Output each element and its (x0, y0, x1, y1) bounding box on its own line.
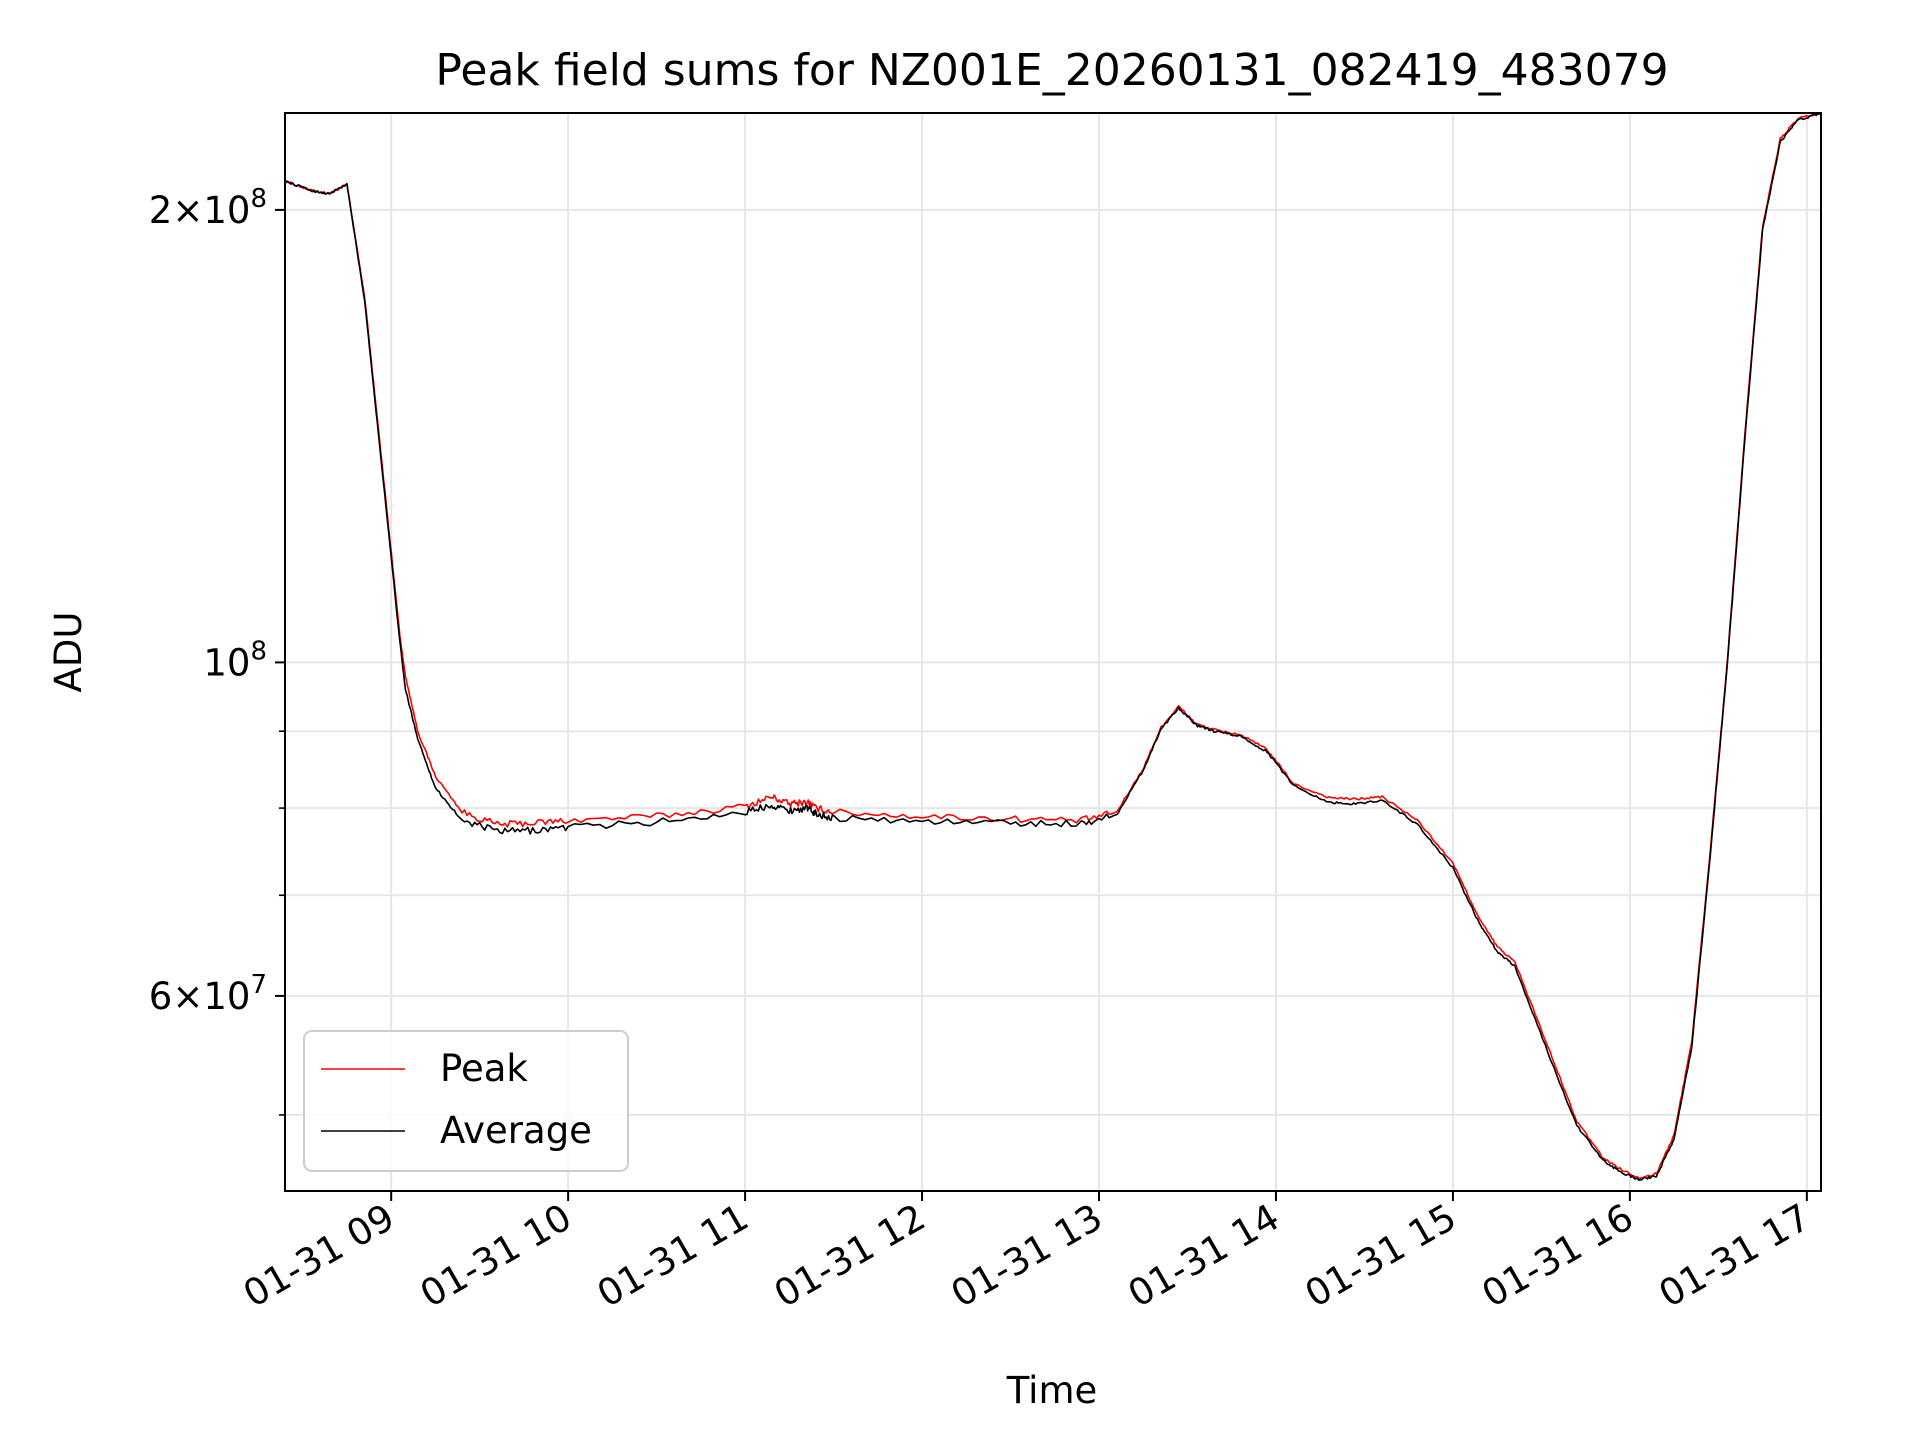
y-tick-exponent: 7 (250, 970, 267, 1000)
y-tick-exponent: 8 (250, 636, 267, 666)
legend-box (303, 1030, 629, 1172)
series-layer (284, 112, 1822, 1181)
chart-title: Peak field sums for NZ001E_20260131_0824… (435, 45, 1668, 96)
y-tick-label: 6×107 (149, 970, 267, 1018)
plot-area-background (285, 113, 1821, 1191)
y-tick-times: × (172, 189, 203, 232)
grid-layer (285, 113, 1821, 1191)
plot-frame (284, 112, 1822, 1192)
y-tick-base: 10 (203, 641, 250, 684)
series-line-average (284, 112, 1822, 1181)
y-tick-times: × (172, 975, 203, 1018)
legend: Peak Average (303, 1030, 629, 1172)
y-tick-base: 10 (203, 189, 250, 232)
legend-label-average: Average (440, 1109, 592, 1152)
y-tick-label: 108 (203, 636, 267, 684)
y-tick-base: 10 (203, 975, 250, 1018)
y-tick-label: 2×108 (149, 184, 267, 232)
x-axis-label: Time (1006, 1369, 1098, 1412)
y-axis-label: ADU (47, 612, 90, 693)
y-tick-mantissa: 2 (149, 189, 173, 232)
y-tick-mantissa: 6 (149, 975, 173, 1018)
y-tick-exponent: 8 (250, 184, 267, 214)
legend-label-peak: Peak (440, 1047, 528, 1090)
